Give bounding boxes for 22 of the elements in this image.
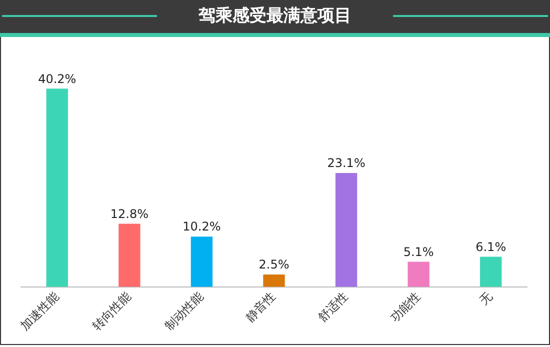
data-label: 40.2%: [38, 72, 76, 86]
x-tick-label: 舒适性: [315, 289, 351, 325]
x-tick-label: 功能性: [388, 289, 423, 325]
bar: [190, 236, 213, 287]
data-label: 12.8%: [110, 206, 148, 221]
data-label: 5.1%: [403, 244, 434, 259]
bar: [263, 274, 285, 287]
data-label: 23.1%: [327, 156, 366, 170]
data-label: 10.2%: [182, 220, 221, 234]
x-tick-label: 制动性能: [162, 289, 206, 334]
bar: [408, 262, 430, 287]
chart-title: 驾乘感受最满意项目: [197, 5, 352, 28]
data-label: 6.1%: [476, 240, 506, 254]
x-tick-label: 无: [476, 289, 496, 308]
bar: [335, 172, 358, 287]
data-label: 2.5%: [258, 258, 290, 272]
bar: [46, 88, 68, 287]
x-tick-label: 转向性能: [90, 289, 134, 334]
bar: [480, 256, 502, 287]
x-tick-label: 加速性能: [18, 289, 62, 334]
bar: [118, 224, 140, 287]
x-tick-label: 静音性: [242, 289, 278, 325]
